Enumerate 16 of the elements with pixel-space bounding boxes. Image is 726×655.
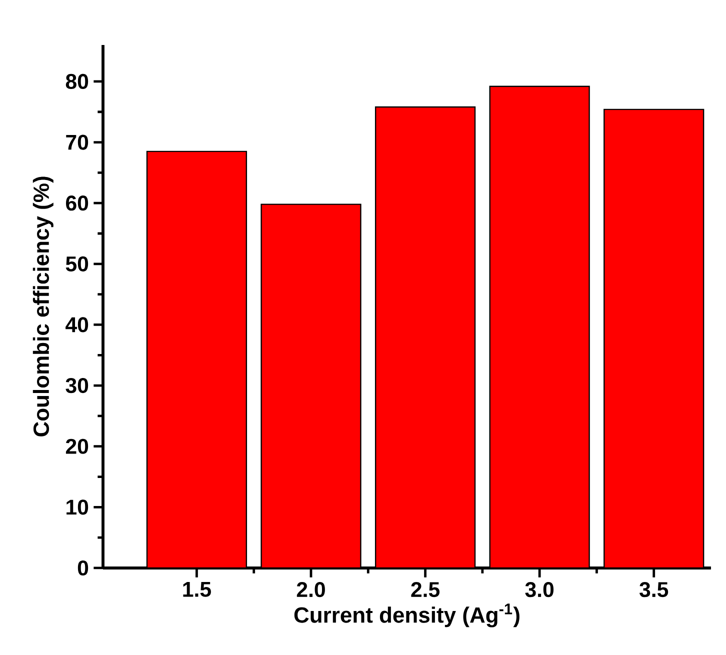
x-tick-label: 1.5 [183, 582, 211, 597]
x-tick-label: 2.5 [411, 582, 440, 598]
x-tick-label: 3.0 [525, 582, 554, 598]
y-tick-label: 30 [66, 378, 88, 394]
y-tick-label: 0 [78, 560, 88, 576]
y-tick-label: 10 [66, 500, 88, 515]
y-tick-label: 50 [66, 256, 88, 272]
y-axis-title: Coulombic efficiency (%) [32, 176, 54, 436]
y-tick-label: 80 [66, 74, 88, 90]
x-tick-label: 3.5 [640, 582, 668, 598]
x-axis-title: Current density (Ag$^{-1}$) [294, 604, 520, 628]
y-tick-label: 20 [66, 438, 88, 454]
y-tick-label: 60 [66, 196, 88, 211]
y-tick-label: 70 [66, 134, 88, 150]
y-tick-label: 40 [66, 317, 88, 332]
x-tick-label: 2.0 [296, 582, 325, 598]
